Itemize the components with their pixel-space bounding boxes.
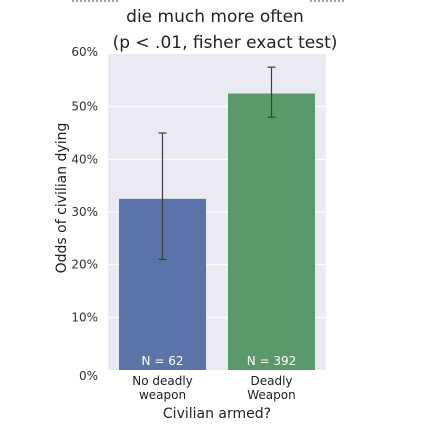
y-tick-label: 40% — [71, 152, 98, 166]
y-tick-label: 30% — [71, 205, 98, 219]
y-tick-labels: 0% 10% 20% 30% 40% 50% 60% — [71, 45, 98, 383]
y-tick-label: 0% — [79, 369, 98, 383]
chart-title-line-2: (p < .01, fisher exact test) — [113, 33, 338, 53]
bar-count-label: N = 392 — [247, 354, 297, 368]
category-label: Deadly — [250, 374, 292, 388]
category-label: No deadly — [132, 374, 193, 388]
bar — [228, 93, 315, 370]
y-tick-label: 10% — [71, 310, 98, 324]
y-tick-label: 60% — [71, 45, 98, 59]
chart-title-line-1: die much more often — [126, 7, 304, 27]
y-axis-label: Odds of civilian dying — [54, 123, 70, 274]
category-label: weapon — [139, 388, 186, 402]
bar-count-label: N = 62 — [142, 354, 184, 368]
y-tick-label: 20% — [71, 258, 98, 272]
error-bars — [158, 66, 276, 260]
y-tick-label: 50% — [71, 100, 98, 114]
bar-count-labels: N = 62 N = 392 — [142, 354, 297, 368]
category-label: Weapon — [247, 388, 295, 402]
x-axis-label: Civilian armed? — [163, 406, 271, 422]
